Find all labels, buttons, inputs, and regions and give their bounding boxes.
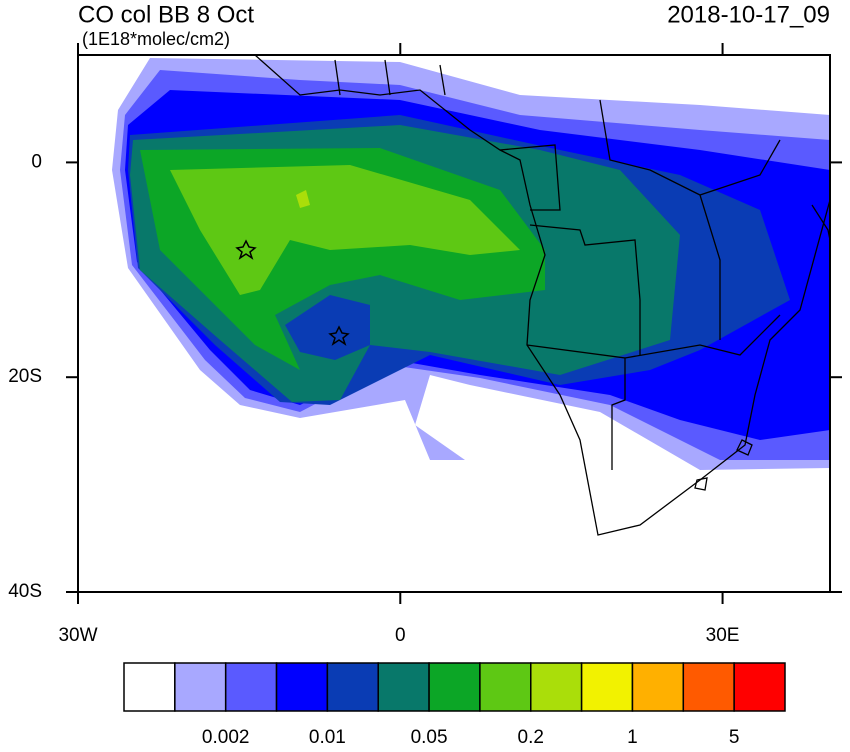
- date: 2018-10-17_09: [667, 1, 830, 28]
- plume: [112, 58, 830, 470]
- colorbar-box: [123, 662, 176, 712]
- colorbar-box: [479, 662, 532, 712]
- x-tick-label: 0: [395, 625, 406, 646]
- x-tick-label: 30E: [706, 625, 740, 646]
- colorbar-box: [275, 662, 329, 712]
- colorbar-label: 0.2: [518, 727, 544, 747]
- colorbar-label: 5: [729, 727, 740, 747]
- map-frame: [77, 54, 831, 593]
- colorbar-box: [733, 662, 786, 712]
- colorbar-box: [682, 662, 735, 712]
- x-tick-label: 30W: [58, 625, 97, 646]
- colorbar-box: [580, 662, 634, 712]
- colorbar-label: 1: [627, 727, 638, 747]
- colorbar-box: [377, 662, 430, 712]
- colorbar-label: 0.01: [309, 727, 346, 747]
- colorbar-box: [174, 662, 227, 712]
- y-tick-label: 20S: [8, 366, 42, 387]
- axes: 30W 0 30E 0 20S 40S: [8, 43, 842, 646]
- y-tick-label: 0: [31, 151, 42, 172]
- colorbar-box: [631, 662, 685, 712]
- units: (1E18*molec/cm2): [82, 29, 230, 49]
- coastlines: [235, 54, 831, 536]
- colorbar: 0.002 0.01 0.05 0.2 1 5: [123, 662, 786, 748]
- colorbar-box: [530, 662, 583, 712]
- colorbar-label: 0.002: [202, 727, 250, 747]
- colorbar-box: [428, 662, 481, 712]
- title: CO col BB 8 Oct: [78, 1, 254, 28]
- colorbar-box: [224, 662, 278, 712]
- colorbar-box: [326, 662, 379, 712]
- colorbar-label: 0.05: [411, 727, 448, 747]
- y-tick-label: 40S: [8, 581, 42, 602]
